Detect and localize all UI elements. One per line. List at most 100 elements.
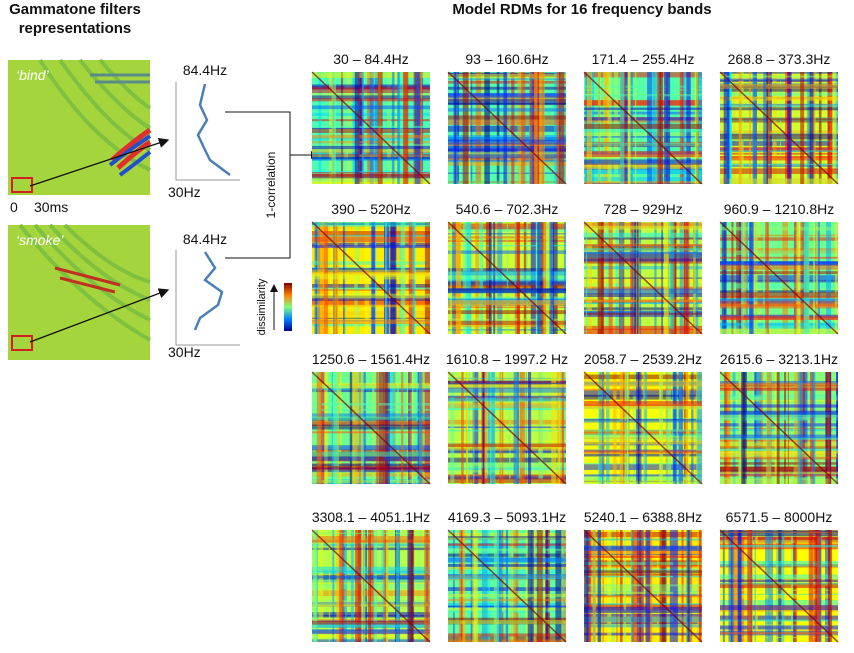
rdm-stripe	[691, 372, 694, 484]
rdm-stripe	[448, 443, 566, 448]
rdm-stripe	[448, 478, 566, 483]
rdm-stripe	[332, 530, 335, 642]
rdm-stripe	[812, 222, 816, 334]
rdm-stripe	[720, 78, 838, 81]
rdm-stripe	[760, 372, 763, 484]
rdm-stripe	[312, 172, 430, 174]
rdm-stripe	[368, 530, 371, 642]
rdm-stripe	[448, 444, 566, 451]
rdm-stripe	[584, 429, 702, 436]
rdm-stripe	[312, 466, 430, 470]
rdm-stripe	[584, 177, 702, 181]
rdm-stripe	[584, 570, 702, 573]
rdm-stripe	[787, 72, 792, 184]
band-label: 3308.1 – 4051.1Hz	[312, 509, 430, 525]
band-label: 93 – 160.6Hz	[465, 51, 548, 67]
rdm-stripe	[661, 222, 663, 334]
rdm-stripe	[584, 561, 702, 566]
rdm-stripe	[312, 269, 430, 276]
rdm-title: Model RDMs for 16 frequency bands	[452, 1, 711, 18]
rdm-diagonal	[719, 529, 839, 643]
rdm-stripe	[418, 372, 423, 484]
rdm-stripe	[448, 557, 566, 563]
rdm-stripe	[826, 222, 832, 334]
rdm-stripe	[747, 530, 753, 642]
rdm-stripe	[448, 469, 566, 473]
rdm-stripe	[720, 625, 838, 630]
rdm-stripe	[448, 387, 566, 393]
rdm-stripe	[584, 591, 702, 595]
rdm-stripe	[584, 135, 702, 138]
rdm-stripe	[584, 111, 702, 115]
rdm-stripe	[448, 395, 566, 398]
rdm-stripe	[448, 108, 566, 112]
rdm-stripe	[333, 372, 340, 484]
rdm-stripe	[607, 372, 613, 484]
rdm-stripe	[720, 264, 838, 270]
rdm-stripe	[638, 372, 640, 484]
rdm-stripe	[584, 232, 702, 239]
rdm-matrix	[311, 529, 431, 643]
rdm-stripe	[312, 125, 430, 128]
band-label: 540.6 – 702.3Hz	[456, 201, 559, 217]
rdm-matrix	[583, 221, 703, 335]
rdm-stripe	[612, 372, 617, 484]
rdm-stripe	[720, 632, 838, 635]
rdm-stripe	[584, 162, 702, 168]
rdm-stripe	[448, 377, 566, 379]
rdm-stripe	[791, 530, 794, 642]
rdm-stripe	[420, 72, 423, 184]
rdm-stripe	[453, 530, 455, 642]
rdm-stripe	[484, 72, 490, 184]
rdm-stripe	[679, 372, 682, 484]
rdm-stripe	[584, 100, 702, 106]
rdm-stripe	[424, 530, 430, 642]
rdm-stripe	[720, 290, 838, 293]
rdm-stripe	[720, 434, 838, 439]
rdm-stripe	[720, 168, 838, 174]
rdm-stripe	[584, 380, 702, 387]
rdm-stripe	[720, 579, 838, 583]
rdm-stripe	[818, 72, 822, 184]
rdm-stripe	[448, 620, 566, 625]
rdm-matrix	[311, 221, 431, 335]
word-label: ‘bind’	[16, 67, 50, 83]
rdm-stripe	[738, 530, 742, 642]
rdm-stripe	[767, 222, 769, 334]
rdm-matrix	[719, 221, 839, 335]
rdm-diagonal	[719, 221, 839, 335]
rdm-stripe	[448, 467, 566, 471]
rdm-stripe	[448, 320, 566, 325]
rdm-stripe	[517, 222, 521, 334]
rdm-stripe	[720, 237, 838, 241]
rdm-stripe	[312, 236, 430, 243]
rdm-stripe	[720, 75, 838, 78]
rdm-stripe	[766, 72, 770, 184]
rdm-stripe	[720, 561, 838, 567]
rdm-stripe	[482, 372, 485, 484]
profile-line	[196, 83, 231, 176]
rdm-stripe	[584, 151, 702, 158]
rdm-diagonal	[447, 529, 567, 643]
band-label: 5240.1 – 6388.8Hz	[584, 509, 702, 525]
rdm-stripe	[584, 606, 702, 612]
band-label: 171.4 – 255.4Hz	[592, 51, 695, 67]
rdm-stripe	[557, 372, 561, 484]
rdm-stripe	[515, 530, 519, 642]
rdm-stripe	[584, 401, 702, 407]
rdm-stripe	[584, 429, 702, 432]
rdm-stripe	[345, 530, 347, 642]
rdm-stripe	[312, 456, 430, 461]
rdm-stripe	[312, 530, 318, 642]
rdm-matrix	[583, 371, 703, 485]
rdm-matrix	[583, 71, 703, 185]
rdm-stripe	[562, 372, 564, 484]
rdm-stripe	[408, 530, 414, 642]
rdm-stripe	[460, 530, 464, 642]
rdm-stripe	[508, 530, 514, 642]
rdm-stripe	[723, 72, 730, 184]
rdm-diagonal	[447, 71, 567, 185]
rdm-stripe	[720, 593, 838, 595]
colorbar-label: dissimilarity	[256, 278, 268, 335]
rdm-stripe	[312, 601, 430, 606]
